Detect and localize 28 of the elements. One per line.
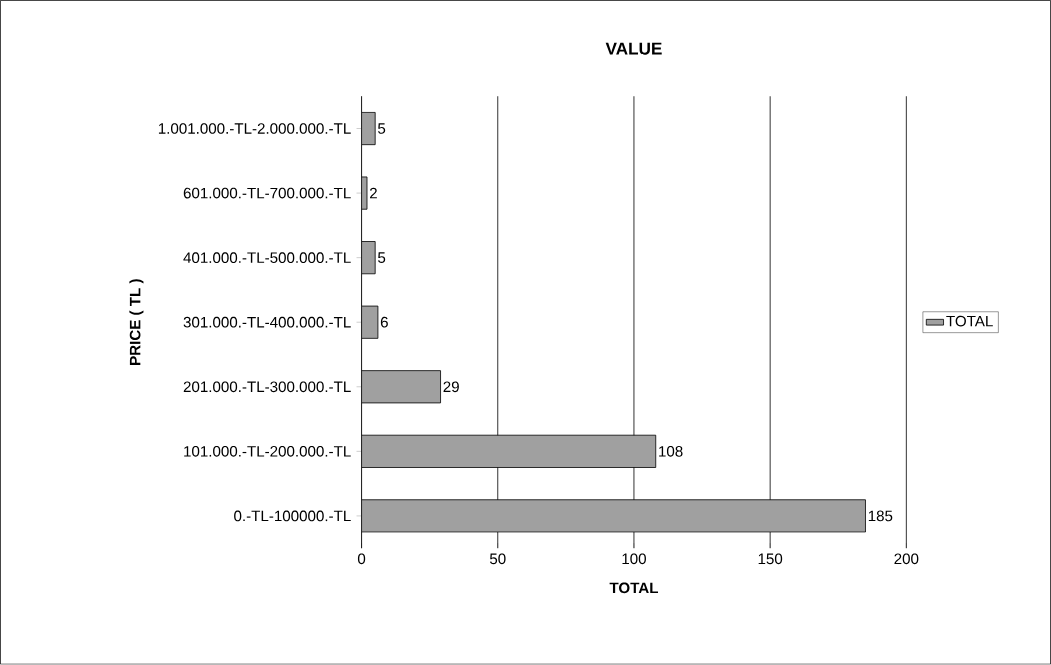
- bar: [361, 434, 657, 469]
- bar: [361, 370, 441, 404]
- bar: [361, 241, 376, 274]
- y-axis-title: PRICE ( TL ): [129, 279, 144, 366]
- legend-label: TOTAL: [946, 315, 993, 327]
- y-tick-label: 101.000.-TL-200.000.-TL: [184, 446, 351, 457]
- bar: [361, 112, 376, 145]
- y-tick-label: 201.000.-TL-300.000.-TL: [183, 381, 351, 393]
- data-label: 29: [443, 381, 459, 393]
- data-label: 6: [380, 317, 388, 328]
- x-tick-label: 0: [357, 553, 366, 565]
- y-tick-label: 1.001.000.-TL-2.000.000.-TL: [158, 123, 351, 135]
- y-tick-label: 301.000.-TL-400.000.-TL: [183, 317, 351, 328]
- data-label: 185: [868, 510, 893, 522]
- y-tick-label: 401.000.-TL-500.000.-TL: [183, 252, 351, 264]
- x-tick-label: 50: [489, 553, 506, 565]
- chart-title: VALUE: [605, 42, 662, 55]
- x-tick-label: 100: [622, 553, 646, 565]
- bar: [361, 499, 866, 533]
- y-tick-label: 601.000.-TL-700.000.-TL: [183, 187, 351, 199]
- data-label: 5: [378, 252, 386, 264]
- data-label: 5: [378, 123, 386, 134]
- data-label: 108: [659, 446, 683, 457]
- x-tick-label: 200: [894, 553, 919, 565]
- y-tick-label: 0.-TL-100000.-TL: [234, 510, 351, 522]
- x-tick-label: 150: [758, 553, 783, 565]
- x-axis-title: TOTAL: [609, 582, 659, 594]
- data-label: 2: [369, 187, 377, 199]
